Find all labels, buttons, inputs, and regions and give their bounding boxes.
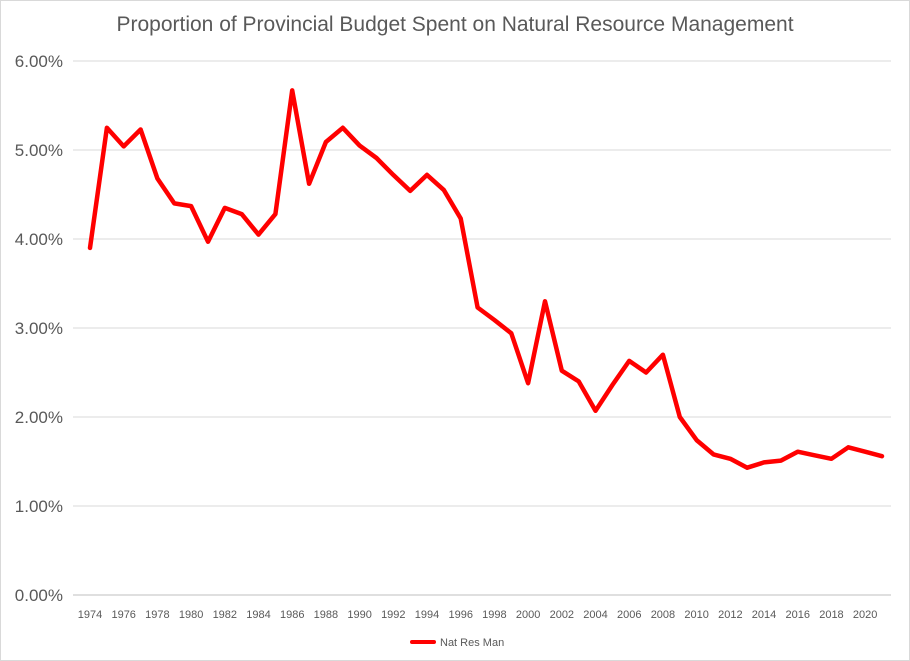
data-point — [509, 331, 513, 335]
data-point — [745, 466, 749, 470]
x-tick-label: 1974 — [78, 609, 102, 621]
data-point — [240, 212, 244, 216]
data-point — [846, 445, 850, 449]
x-tick-label: 1980 — [179, 609, 203, 621]
x-tick-label: 2004 — [583, 609, 607, 621]
y-tick-label: 5.00% — [15, 141, 63, 160]
data-point — [796, 450, 800, 454]
legend: Nat Res Man — [410, 637, 504, 649]
data-point — [408, 189, 412, 193]
data-point — [829, 457, 833, 461]
x-tick-label: 2020 — [853, 609, 877, 621]
data-point — [863, 450, 867, 454]
x-tick-label: 1988 — [314, 609, 338, 621]
data-point — [105, 126, 109, 130]
y-tick-label: 1.00% — [15, 497, 63, 516]
x-tick-label: 2002 — [550, 609, 574, 621]
x-tick-label: 1994 — [415, 609, 439, 621]
data-point — [290, 88, 294, 92]
data-point — [779, 459, 783, 463]
x-axis-ticks: 1974 1976 1978 1980 1982 1984 1986 1988 1990 1992… — [78, 609, 878, 621]
data-point — [172, 201, 176, 205]
chart-title: Proportion of Provincial Budget Spent on… — [116, 13, 794, 36]
data-point — [88, 246, 92, 250]
data-point — [610, 383, 614, 387]
y-axis-ticks: 0.00% 1.00% 2.00% 3.00% 4.00% 5.00% 6.00% — [15, 52, 63, 605]
data-point — [189, 204, 193, 208]
y-tick-label: 0.00% — [15, 586, 63, 605]
data-point — [155, 176, 159, 180]
x-tick-label: 2000 — [516, 609, 540, 621]
data-point — [442, 188, 446, 192]
data-point — [661, 353, 665, 357]
series-line — [87, 88, 885, 470]
data-point — [711, 452, 715, 456]
data-point — [324, 140, 328, 144]
data-point — [644, 371, 648, 374]
data-point — [223, 206, 227, 210]
data-point — [341, 126, 345, 130]
x-tick-label: 1978 — [145, 609, 169, 621]
x-tick-label: 2016 — [786, 609, 810, 621]
legend-label: Nat Res Man — [440, 637, 504, 649]
data-point — [358, 144, 362, 148]
x-tick-label: 2018 — [819, 609, 843, 621]
data-point — [391, 173, 395, 177]
data-point — [257, 233, 261, 237]
data-point — [813, 453, 817, 457]
data-point — [560, 369, 564, 373]
data-point — [206, 240, 210, 244]
data-point — [762, 460, 766, 464]
gridlines — [73, 60, 891, 596]
data-point — [594, 409, 598, 413]
x-tick-label: 2008 — [651, 609, 675, 621]
data-point — [122, 144, 126, 148]
data-point — [459, 217, 463, 221]
data-point — [476, 306, 480, 310]
y-tick-label: 3.00% — [15, 319, 63, 338]
data-point — [425, 173, 429, 177]
data-point — [492, 318, 496, 322]
y-tick-label: 6.00% — [15, 52, 63, 71]
x-tick-label: 1992 — [381, 609, 405, 621]
x-tick-label: 1996 — [448, 609, 472, 621]
x-tick-label: 1998 — [482, 609, 506, 621]
x-tick-label: 2010 — [684, 609, 708, 621]
series-layer — [87, 88, 885, 470]
y-tick-label: 2.00% — [15, 408, 63, 427]
data-point — [307, 182, 311, 186]
data-point — [374, 156, 378, 160]
data-point — [880, 454, 884, 458]
data-point — [273, 212, 277, 216]
data-point — [577, 379, 581, 383]
data-point — [139, 128, 143, 132]
data-point — [695, 438, 699, 442]
y-tick-label: 4.00% — [15, 230, 63, 249]
data-point — [678, 415, 682, 419]
x-tick-label: 2006 — [617, 609, 641, 621]
data-point — [526, 381, 530, 385]
data-point — [543, 299, 547, 303]
data-point — [728, 457, 732, 461]
x-tick-label: 1982 — [213, 609, 237, 621]
x-tick-label: 1990 — [347, 609, 371, 621]
x-tick-label: 1986 — [280, 609, 304, 621]
x-tick-label: 2012 — [718, 609, 742, 621]
x-tick-label: 2014 — [752, 609, 776, 621]
data-point — [627, 359, 631, 363]
x-tick-label: 1984 — [246, 609, 270, 621]
x-tick-label: 1976 — [111, 609, 135, 621]
